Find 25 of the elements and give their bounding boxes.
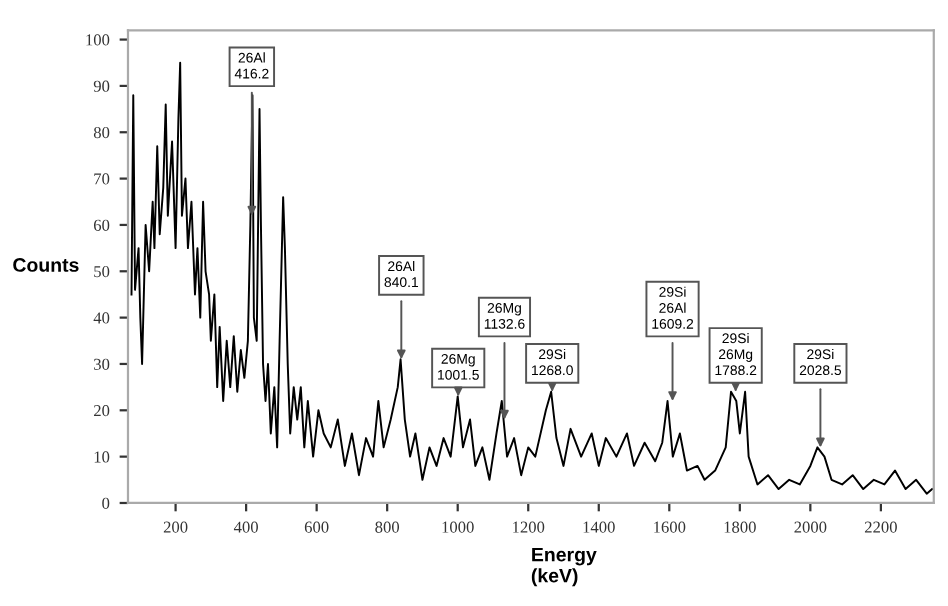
y-tick-label: 0 [102,497,110,509]
x-tick-label: 1200 [513,521,545,533]
x-tick-label: 1400 [583,521,615,533]
line-series [130,61,933,495]
y-tick-label: 50 [94,265,110,278]
x-tick-label: 2200 [864,521,897,533]
y-tick-label: 60 [93,219,110,231]
y-tick-label: 20 [93,405,110,417]
x-tick-label: 1800 [724,521,756,533]
y-tick-label: 90 [93,80,110,92]
y-tick-label: 80 [93,126,110,139]
y-tick-label: 40 [93,312,110,324]
y-tick-label: 30 [94,358,110,370]
x-tick-label: 1600 [654,521,686,533]
x-tick-label: 800 [375,521,400,533]
x-tick-label: 200 [163,521,188,533]
y-tick-label: 100 [86,34,110,46]
y-tick-label: 10 [94,451,110,463]
y-tick-label: 70 [94,173,110,185]
x-tick-label: 400 [233,521,258,533]
x-tick-label: 1000 [442,521,474,533]
x-tick-label: 2000 [794,521,827,533]
y-axis-title: Counts [13,258,79,272]
x-axis-title: Energy (keV) [531,547,597,587]
x-tick-label: 600 [304,521,329,533]
